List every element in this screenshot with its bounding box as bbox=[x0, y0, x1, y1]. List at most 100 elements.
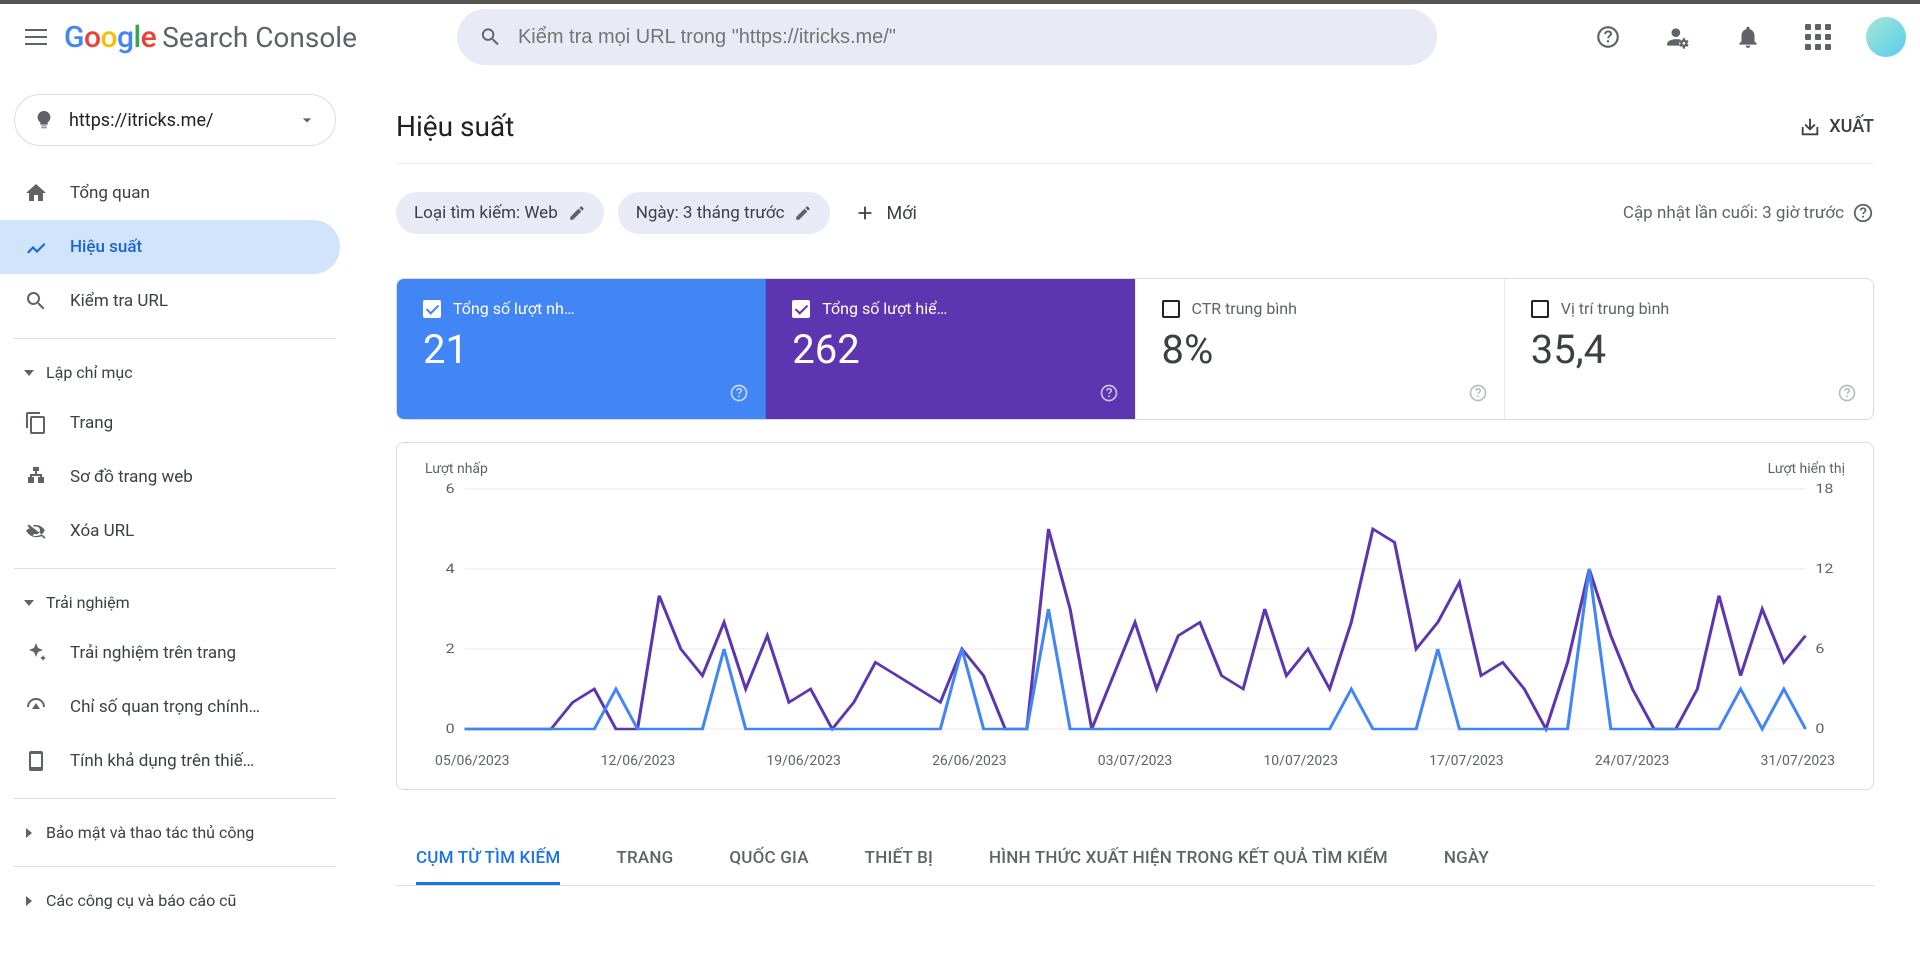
filter-date[interactable]: Ngày: 3 tháng trước bbox=[618, 192, 831, 234]
data-table-tabs: CỤM TỪ TÌM KIẾM TRANG QUỐC GIA THIẾT BỊ HÌNH… bbox=[396, 834, 1874, 886]
metric-cards: Tổng số lượt nh… 21 Tổng số lượt hiể… 26… bbox=[396, 278, 1874, 420]
accounts-button[interactable] bbox=[1656, 15, 1700, 59]
main-content: Hiệu suất XUẤT Loại tìm kiếm: Web Ngày: … bbox=[350, 74, 1920, 954]
x-tick-label: 05/06/2023 bbox=[435, 753, 510, 769]
notifications-button[interactable] bbox=[1726, 15, 1770, 59]
mobile-icon bbox=[24, 749, 48, 773]
metric-card[interactable]: Vị trí trung bình 35,4 bbox=[1505, 279, 1873, 419]
card-label: Tổng số lượt nh… bbox=[453, 299, 575, 318]
download-icon bbox=[1799, 116, 1821, 138]
logo[interactable]: Google Search Console bbox=[64, 20, 357, 55]
svg-text:6: 6 bbox=[1815, 641, 1824, 657]
sitemap-icon bbox=[24, 465, 48, 489]
x-tick-label: 03/07/2023 bbox=[1098, 753, 1173, 769]
card-help-button[interactable] bbox=[1468, 383, 1488, 407]
x-tick-label: 19/06/2023 bbox=[766, 753, 841, 769]
checkbox-icon bbox=[1531, 300, 1549, 318]
svg-text:0: 0 bbox=[1815, 721, 1824, 737]
sidebar-item-label: Kiểm tra URL bbox=[70, 291, 168, 311]
app-name: Search Console bbox=[162, 21, 357, 54]
right-axis-label: Lượt hiển thị bbox=[1768, 461, 1845, 477]
svg-text:18: 18 bbox=[1815, 481, 1833, 497]
sparkle-icon bbox=[24, 641, 48, 665]
search-icon bbox=[24, 289, 48, 313]
help-icon[interactable] bbox=[1852, 202, 1874, 224]
svg-text:0: 0 bbox=[446, 721, 455, 737]
card-label: Vị trí trung bình bbox=[1561, 299, 1670, 318]
card-help-button[interactable] bbox=[1837, 383, 1857, 407]
tab[interactable]: HÌNH THỨC XUẤT HIỆN TRONG KẾT QUẢ TÌM KI… bbox=[989, 834, 1388, 885]
triangle-right-icon bbox=[26, 828, 32, 838]
visibility-off-icon bbox=[24, 519, 48, 543]
checkbox-icon bbox=[1162, 300, 1180, 318]
sidebar-item-core-web-vitals[interactable]: Chỉ số quan trọng chính… bbox=[0, 680, 340, 734]
url-input[interactable] bbox=[518, 26, 1415, 49]
last-updated: Cập nhật lần cuối: 3 giờ trước bbox=[1623, 202, 1874, 224]
search-icon bbox=[479, 25, 502, 49]
filter-search-type[interactable]: Loại tìm kiếm: Web bbox=[396, 192, 604, 234]
home-icon bbox=[24, 181, 48, 205]
triangle-down-icon bbox=[24, 600, 34, 606]
tab[interactable]: CỤM TỪ TÌM KIẾM bbox=[416, 834, 560, 885]
property-url: https://itricks.me/ bbox=[69, 110, 297, 131]
tab[interactable]: TRANG bbox=[616, 834, 673, 885]
tab[interactable]: THIẾT BỊ bbox=[865, 834, 933, 885]
hamburger-icon bbox=[25, 29, 47, 45]
metric-card[interactable]: Tổng số lượt hiể… 262 bbox=[766, 279, 1135, 419]
sidebar-item-overview[interactable]: Tổng quan bbox=[0, 166, 340, 220]
menu-button[interactable] bbox=[14, 15, 58, 59]
left-axis-label: Lượt nhấp bbox=[425, 461, 488, 477]
svg-text:6: 6 bbox=[446, 481, 455, 497]
tab[interactable]: QUỐC GIA bbox=[729, 834, 808, 885]
sidebar-item-label: Hiệu suất bbox=[70, 237, 142, 257]
property-selector[interactable]: https://itricks.me/ bbox=[14, 94, 336, 146]
sidebar-group-legacy[interactable]: Các công cụ và báo cáo cũ bbox=[0, 877, 350, 924]
chip-label: Loại tìm kiếm: Web bbox=[414, 203, 558, 223]
tab[interactable]: NGÀY bbox=[1444, 834, 1489, 885]
card-help-button[interactable] bbox=[729, 383, 749, 407]
card-help-button[interactable] bbox=[1099, 383, 1119, 407]
bell-icon bbox=[1735, 24, 1761, 50]
sidebar: https://itricks.me/ Tổng quan Hiệu suất … bbox=[0, 74, 350, 954]
sidebar-item-label: Chỉ số quan trọng chính… bbox=[70, 697, 260, 717]
card-label-row: Tổng số lượt hiể… bbox=[792, 299, 1108, 318]
group-label: Lập chỉ mục bbox=[46, 363, 133, 382]
export-button[interactable]: XUẤT bbox=[1799, 116, 1874, 138]
sidebar-item-label: Tổng quan bbox=[70, 183, 150, 203]
help-icon bbox=[1595, 24, 1621, 50]
sidebar-item-page-experience[interactable]: Trải nghiệm trên trang bbox=[0, 626, 340, 680]
x-tick-label: 24/07/2023 bbox=[1595, 753, 1670, 769]
sidebar-group-security[interactable]: Bảo mật và thao tác thủ công bbox=[0, 809, 350, 856]
sidebar-item-pages[interactable]: Trang bbox=[0, 396, 340, 450]
sidebar-item-mobile-usability[interactable]: Tính khả dụng trên thiế… bbox=[0, 734, 340, 788]
chevron-down-icon bbox=[297, 110, 317, 130]
trending-icon bbox=[24, 235, 48, 259]
sidebar-item-label: Trang bbox=[70, 413, 113, 433]
sidebar-item-sitemaps[interactable]: Sơ đồ trang web bbox=[0, 450, 340, 504]
google-logo: Google bbox=[64, 20, 156, 55]
performance-chart[interactable]: 6184122600 bbox=[425, 481, 1845, 741]
help-icon bbox=[1468, 383, 1488, 403]
sidebar-item-removals[interactable]: Xóa URL bbox=[0, 504, 340, 558]
sidebar-group-experience[interactable]: Trải nghiệm bbox=[0, 579, 350, 626]
metric-card[interactable]: CTR trung bình 8% bbox=[1136, 279, 1505, 419]
sidebar-item-label: Tính khả dụng trên thiế… bbox=[70, 751, 254, 771]
card-label-row: Vị trí trung bình bbox=[1531, 299, 1847, 318]
url-inspect-search[interactable] bbox=[457, 9, 1437, 65]
help-button[interactable] bbox=[1586, 15, 1630, 59]
group-label: Bảo mật và thao tác thủ công bbox=[46, 823, 254, 842]
apps-button[interactable] bbox=[1796, 15, 1840, 59]
account-avatar[interactable] bbox=[1866, 17, 1906, 57]
add-filter-button[interactable]: Mới bbox=[854, 202, 916, 224]
checkbox-icon bbox=[792, 300, 810, 318]
add-filter-label: Mới bbox=[886, 203, 916, 224]
sidebar-item-performance[interactable]: Hiệu suất bbox=[0, 220, 340, 274]
divider bbox=[14, 568, 336, 569]
sidebar-group-indexing[interactable]: Lập chỉ mục bbox=[0, 349, 350, 396]
group-label: Các công cụ và báo cáo cũ bbox=[46, 891, 236, 910]
updated-text: Cập nhật lần cuối: 3 giờ trước bbox=[1623, 203, 1844, 223]
topbar-right bbox=[1586, 15, 1906, 59]
metric-card[interactable]: Tổng số lượt nh… 21 bbox=[397, 279, 766, 419]
sidebar-item-url-inspection[interactable]: Kiểm tra URL bbox=[0, 274, 340, 328]
chip-label: Ngày: 3 tháng trước bbox=[636, 203, 785, 223]
